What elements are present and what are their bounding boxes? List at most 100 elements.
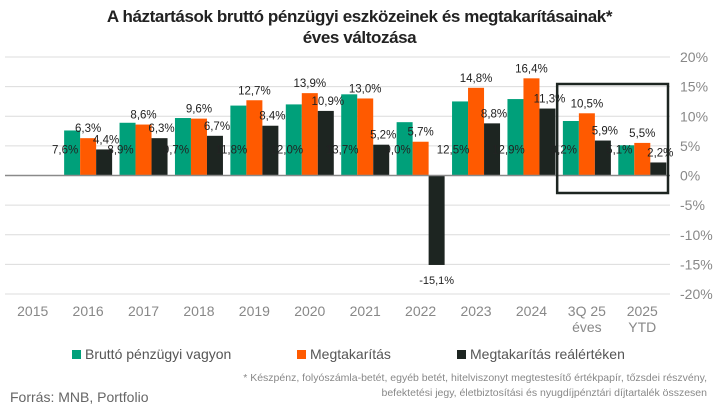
- data-label: 14,8%: [460, 73, 493, 85]
- bar-megtakaritas: [246, 100, 263, 176]
- data-label: 11,3%: [534, 94, 566, 106]
- bar-brutto: [452, 101, 469, 176]
- footnote-line2: befektetési jegy, életbiztosítási és nyu…: [381, 387, 708, 399]
- legend-label-real: Megtakarítás reálértéken: [470, 346, 625, 362]
- legend-label-brutto: Bruttó pénzügyi vagyon: [85, 346, 232, 362]
- legend-swatch-brutto: [72, 349, 81, 359]
- bar-megtakaritas: [578, 113, 595, 176]
- bar-megtakaritas: [412, 141, 429, 176]
- legend-item-brutto: Bruttó pénzügyi vagyon: [72, 346, 231, 362]
- bar-brutto: [174, 118, 191, 176]
- x-tick-label: 2016: [73, 303, 104, 319]
- bar-megtakaritas: [135, 124, 152, 176]
- chart-title-line2: éves változása: [302, 28, 417, 47]
- y-tick-label: 0%: [680, 168, 700, 184]
- footnote-line1: * Készpénz, folyószámla-betét, egyéb bet…: [243, 372, 707, 384]
- data-label: 13,9%: [293, 78, 326, 90]
- y-tick-label: -20%: [680, 286, 713, 302]
- bar-real: [484, 123, 501, 176]
- x-tick-label: 2021: [350, 303, 381, 319]
- data-label: 10,9%: [311, 96, 344, 108]
- data-label: 4,4%: [93, 134, 119, 146]
- data-label: 7,6%: [52, 145, 78, 157]
- bar-real: [262, 125, 279, 176]
- data-label: 16,4%: [515, 63, 548, 75]
- data-label: 5,1%: [606, 145, 632, 157]
- data-label: 6,3%: [148, 123, 174, 135]
- data-label: 9,7%: [163, 145, 189, 157]
- bar-real: [151, 138, 168, 176]
- data-label: 6,3%: [75, 123, 101, 135]
- data-label: 5,5%: [629, 128, 655, 140]
- bar-brutto: [119, 122, 136, 176]
- bar-real: [373, 144, 390, 176]
- y-tick-label: -15%: [680, 256, 713, 272]
- bar-real: [317, 110, 334, 176]
- data-label: 5,9%: [592, 126, 618, 138]
- data-label: 2,2%: [647, 147, 673, 159]
- y-tick-label: -5%: [680, 197, 705, 213]
- bar-real: [539, 108, 556, 176]
- bar-brutto: [562, 120, 579, 176]
- footnote: * Készpénz, folyószámla-betét, egyéb bet…: [147, 371, 707, 401]
- bar-megtakaritas: [468, 87, 485, 176]
- data-label: 9,2%: [551, 145, 577, 157]
- bar-real: [650, 162, 667, 176]
- data-label: 11,8%: [215, 145, 247, 157]
- y-tick-label: 15%: [680, 79, 708, 95]
- source-text: Forrás: MNB, Portfolio: [10, 389, 149, 405]
- bar-real: [206, 135, 223, 176]
- x-tick-label: 2019: [239, 303, 270, 319]
- data-label: 8,8%: [481, 108, 507, 120]
- data-label: 12,7%: [238, 85, 271, 97]
- bar-megtakaritas: [357, 98, 374, 176]
- data-label: 13,7%: [326, 145, 359, 157]
- data-label: 12,9%: [492, 145, 525, 157]
- x-tick-label: 2025: [627, 303, 658, 319]
- bar-real: [428, 175, 445, 265]
- data-label: 9,6%: [186, 104, 212, 116]
- legend-item-megtakaritas: Megtakarítás: [297, 346, 391, 362]
- x-tick-label: YTD: [628, 319, 656, 335]
- x-tick-label: 2018: [183, 303, 214, 319]
- bar-megtakaritas: [80, 138, 97, 176]
- bar-brutto: [285, 104, 302, 176]
- data-label: 5,7%: [408, 127, 434, 139]
- highlight-box: [555, 82, 670, 195]
- bar-megtakaritas: [634, 142, 651, 176]
- data-label: 12,5%: [437, 145, 470, 157]
- y-tick-label: 20%: [680, 49, 708, 65]
- bar-brutto: [64, 130, 81, 176]
- data-label: 9,0%: [385, 145, 411, 157]
- bar-brutto: [396, 122, 413, 176]
- data-label: 8,6%: [130, 110, 156, 122]
- chart-title-line1: A háztartások bruttó pénzügyi eszközeine…: [106, 7, 613, 26]
- bar-real: [594, 140, 611, 176]
- x-tick-label: 2015: [17, 303, 48, 319]
- bar-megtakaritas: [190, 118, 207, 176]
- x-tick-label: 2017: [128, 303, 159, 319]
- data-label: 5,2%: [370, 130, 396, 142]
- data-label: 12,0%: [270, 145, 303, 157]
- x-tick-label: 2024: [516, 303, 547, 319]
- data-label: 8,9%: [107, 145, 133, 157]
- bar-megtakaritas: [523, 78, 540, 176]
- legend-swatch-real: [457, 349, 466, 359]
- data-label: 13,0%: [349, 83, 382, 95]
- data-label: -15,1%: [419, 275, 454, 287]
- legend-swatch-megtakaritas: [297, 349, 306, 359]
- bar-chart: 20%15%10%5%0%-5%-10%-15%-20%7,6%6,3%4,4%…: [5, 49, 713, 335]
- chart-title: A háztartások bruttó pénzügyi eszközeine…: [0, 6, 719, 48]
- bar-brutto: [618, 145, 635, 176]
- data-label: 8,4%: [259, 111, 285, 123]
- legend-item-real: Megtakarítás reálértéken: [457, 346, 625, 362]
- data-label: 6,7%: [204, 121, 230, 133]
- y-tick-label: 5%: [680, 138, 700, 154]
- bar-megtakaritas: [301, 93, 318, 176]
- x-tick-label: éves: [572, 319, 602, 335]
- bar-brutto: [230, 105, 247, 176]
- bar-real: [96, 149, 113, 176]
- bar-brutto: [507, 99, 524, 176]
- x-tick-label: 2020: [294, 303, 325, 319]
- x-tick-label: 2022: [405, 303, 436, 319]
